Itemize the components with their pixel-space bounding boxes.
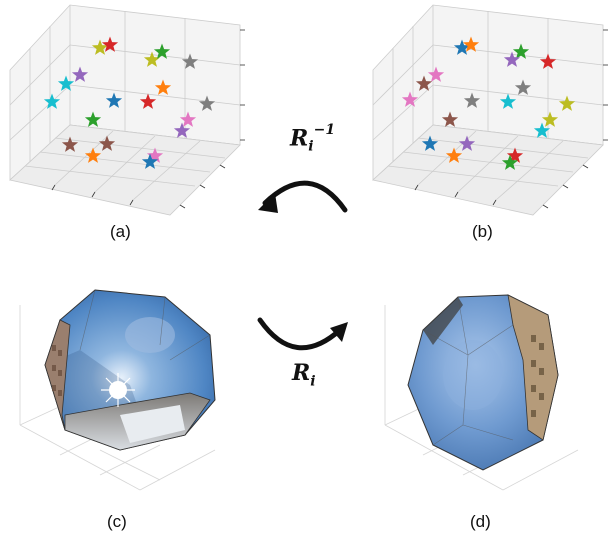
- star-marker: [84, 147, 102, 163]
- star-marker: [453, 39, 471, 55]
- star-marker: [415, 75, 433, 91]
- panel-a-star-cloud: (a): [0, 0, 250, 250]
- star-marker: [146, 147, 164, 163]
- rinv-sub: i: [308, 138, 314, 155]
- star-marker: [503, 51, 521, 67]
- clockwise-arrow-icon: [257, 317, 348, 351]
- inverse-rotation-label: Ri−1: [290, 122, 336, 155]
- star-marker: [462, 36, 480, 52]
- caption-d: (d): [470, 512, 491, 531]
- star-marker: [43, 93, 61, 109]
- star-marker: [84, 111, 102, 127]
- star-marker: [458, 135, 476, 151]
- star-marker: [501, 154, 519, 170]
- rotation-label: Ri: [292, 360, 316, 389]
- star-marker: [198, 95, 216, 111]
- building-facade: [507, 294, 559, 441]
- star-marker: [98, 135, 116, 151]
- star-marker: [441, 111, 459, 127]
- star-marker: [139, 93, 157, 109]
- caption-c: (c): [107, 512, 127, 531]
- panel-c-polyhedron: [0, 265, 250, 537]
- star-marker: [91, 39, 109, 55]
- r-base: R: [292, 360, 311, 386]
- star-marker: [427, 66, 445, 82]
- star-marker: [541, 111, 559, 127]
- rinv-base: R: [290, 125, 309, 152]
- star-marker: [105, 92, 123, 108]
- star-marker: [499, 93, 517, 109]
- panel-b-star-cloud: [363, 0, 613, 250]
- caption-b: (b): [472, 222, 493, 241]
- star-marker: [71, 66, 89, 82]
- star-marker: [558, 95, 576, 111]
- star-marker: [445, 147, 463, 163]
- star-marker: [506, 147, 524, 163]
- star-marker: [61, 136, 79, 152]
- star-marker: [153, 43, 171, 59]
- star-marker: [57, 75, 75, 91]
- star-marker: [533, 122, 551, 138]
- star-marker: [421, 135, 439, 151]
- panel-d-axes: [384, 294, 579, 491]
- star-marker: [401, 91, 419, 107]
- building-facade: [44, 319, 71, 431]
- star-marker: [141, 153, 159, 169]
- star-marker: [143, 51, 161, 67]
- rinv-sup: −1: [313, 122, 336, 138]
- star-marker: [179, 111, 197, 127]
- panel-b-axes: [372, 4, 608, 216]
- star-marker: [514, 79, 532, 95]
- star-marker: [539, 53, 557, 69]
- star-marker: [463, 92, 481, 108]
- star-marker: [101, 36, 119, 52]
- caption-a: (a): [110, 222, 131, 241]
- star-marker: [512, 43, 530, 59]
- r-sub: i: [310, 373, 316, 390]
- panel-a-axes: [9, 4, 245, 216]
- star-marker: [181, 53, 199, 69]
- counterclockwise-arrow-icon: [258, 180, 348, 213]
- star-marker: [173, 122, 191, 138]
- panel-d-polyhedron: [363, 265, 613, 537]
- panel-c-axes: [19, 289, 216, 491]
- star-marker: [154, 79, 172, 95]
